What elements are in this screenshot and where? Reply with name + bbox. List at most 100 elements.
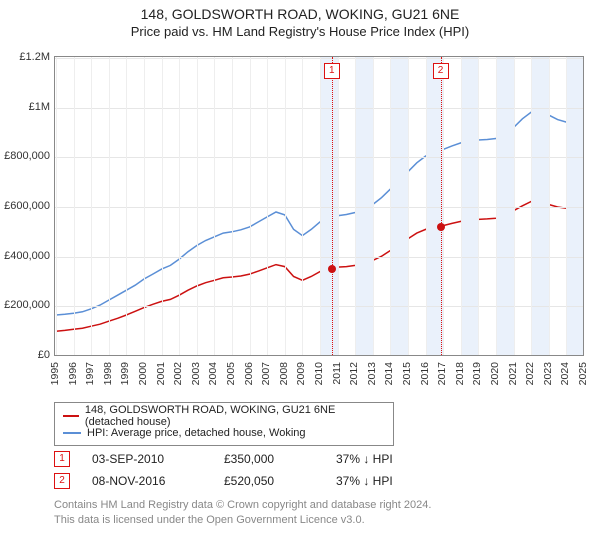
x-tick-label: 1999 — [119, 362, 131, 385]
y-tick-label: £1.2M — [19, 51, 50, 63]
v-gridline — [461, 57, 462, 355]
y-axis-labels: £0£200,000£400,000£600,000£800,000£1M£1.… — [6, 56, 50, 356]
footer-line-2: This data is licensed under the Open Gov… — [54, 513, 574, 528]
event-row: 1 03-SEP-2010 £350,000 37% ↓ HPI — [54, 448, 574, 470]
x-tick-label: 2002 — [172, 362, 184, 385]
x-tick-label: 2021 — [507, 362, 519, 385]
legend-row: 148, GOLDSWORTH ROAD, WOKING, GU21 6NE (… — [63, 407, 385, 424]
v-gridline — [355, 57, 356, 355]
x-tick-label: 2000 — [137, 362, 149, 385]
x-tick-label: 2005 — [225, 362, 237, 385]
v-gridline — [443, 57, 444, 355]
event-point — [437, 223, 445, 231]
x-tick-label: 2011 — [331, 362, 343, 385]
v-gridline — [320, 57, 321, 355]
legend-label: HPI: Average price, detached house, Woki… — [87, 427, 306, 439]
event-point — [328, 265, 336, 273]
v-gridline — [126, 57, 127, 355]
v-gridline — [478, 57, 479, 355]
x-tick-label: 2008 — [278, 362, 290, 385]
x-axis-labels: 1995199619971998199920002001200220032004… — [54, 358, 584, 398]
y-tick-label: £200,000 — [4, 299, 50, 311]
event-row: 208-NOV-2016£520,05037% ↓ HPI — [54, 470, 574, 492]
y-tick-label: £800,000 — [4, 150, 50, 162]
year-band — [461, 57, 479, 355]
v-gridline — [390, 57, 391, 355]
y-tick-label: £600,000 — [4, 200, 50, 212]
chart-area: £0£200,000£400,000£600,000£800,000£1M£1.… — [54, 56, 584, 396]
v-gridline — [566, 57, 567, 355]
event-hpi: 37% ↓ HPI — [336, 452, 436, 466]
footer-line-1: Contains HM Land Registry data © Crown c… — [54, 498, 574, 513]
footer-text: Contains HM Land Registry data © Crown c… — [54, 498, 574, 528]
v-gridline — [179, 57, 180, 355]
v-gridline — [514, 57, 515, 355]
x-tick-label: 2003 — [190, 362, 202, 385]
y-tick-label: £1M — [29, 101, 50, 113]
x-tick-label: 2014 — [383, 362, 395, 385]
v-gridline — [285, 57, 286, 355]
v-gridline — [408, 57, 409, 355]
x-tick-label: 2012 — [348, 362, 360, 385]
x-tick-label: 2004 — [207, 362, 219, 385]
h-gridline — [55, 207, 583, 208]
event-marker-box: 2 — [433, 63, 449, 79]
event-row-marker: 1 — [54, 451, 70, 467]
year-band — [320, 57, 338, 355]
v-gridline — [144, 57, 145, 355]
x-tick-label: 2019 — [471, 362, 483, 385]
x-tick-label: 2007 — [260, 362, 272, 385]
legend-box: 148, GOLDSWORTH ROAD, WOKING, GU21 6NE (… — [54, 402, 394, 446]
chart-title: 148, GOLDSWORTH ROAD, WOKING, GU21 6NE — [0, 6, 600, 22]
event-price: £350,000 — [224, 452, 314, 466]
x-tick-label: 2025 — [577, 362, 589, 385]
v-gridline — [56, 57, 57, 355]
legend-swatch — [63, 415, 79, 417]
x-tick-label: 2018 — [454, 362, 466, 385]
year-band — [566, 57, 584, 355]
year-band — [496, 57, 514, 355]
events-table: 103-SEP-2010£350,00037% ↓ HPI208-NOV-201… — [54, 448, 574, 492]
x-tick-label: 2009 — [295, 362, 307, 385]
v-gridline — [302, 57, 303, 355]
v-gridline — [162, 57, 163, 355]
plot-area: 12 — [54, 56, 584, 356]
event-vline — [332, 57, 333, 355]
x-tick-label: 1998 — [102, 362, 114, 385]
h-gridline — [55, 157, 583, 158]
legend-swatch — [63, 432, 81, 434]
v-gridline — [91, 57, 92, 355]
x-tick-label: 1996 — [67, 362, 79, 385]
v-gridline — [267, 57, 268, 355]
v-gridline — [531, 57, 532, 355]
x-tick-label: 2001 — [155, 362, 167, 385]
x-tick-label: 1995 — [49, 362, 61, 385]
x-tick-label: 2024 — [559, 362, 571, 385]
event-date: 03-SEP-2010 — [92, 452, 202, 466]
x-tick-label: 1997 — [84, 362, 96, 385]
x-tick-label: 2006 — [243, 362, 255, 385]
x-tick-label: 2015 — [401, 362, 413, 385]
x-tick-label: 2016 — [419, 362, 431, 385]
v-gridline — [426, 57, 427, 355]
v-gridline — [373, 57, 374, 355]
h-gridline — [55, 108, 583, 109]
v-gridline — [232, 57, 233, 355]
x-tick-label: 2020 — [489, 362, 501, 385]
event-vline — [441, 57, 442, 355]
x-tick-label: 2013 — [366, 362, 378, 385]
x-tick-label: 2010 — [313, 362, 325, 385]
y-tick-label: £400,000 — [4, 250, 50, 262]
y-tick-label: £0 — [38, 349, 50, 361]
event-row-marker: 2 — [54, 473, 70, 489]
year-band — [531, 57, 549, 355]
h-gridline — [55, 257, 583, 258]
h-gridline — [55, 306, 583, 307]
event-price: £520,050 — [224, 474, 314, 488]
x-tick-label: 2022 — [524, 362, 536, 385]
v-gridline — [549, 57, 550, 355]
x-tick-label: 2017 — [436, 362, 448, 385]
event-hpi: 37% ↓ HPI — [336, 474, 436, 488]
year-band — [355, 57, 373, 355]
h-gridline — [55, 58, 583, 59]
